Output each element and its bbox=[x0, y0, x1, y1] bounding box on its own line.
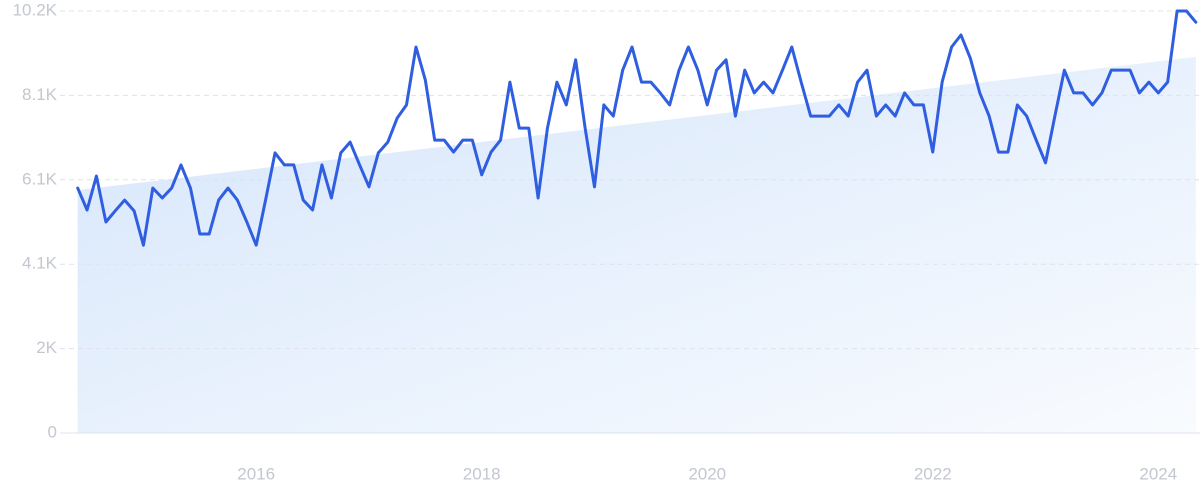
x-tick-label: 2018 bbox=[463, 464, 501, 483]
x-tick-label: 2016 bbox=[237, 464, 275, 483]
y-tick-label: 4.1K bbox=[22, 254, 58, 273]
x-tick-label: 2022 bbox=[914, 464, 952, 483]
series-line bbox=[76, 9, 1198, 247]
x-tick-label: 2020 bbox=[688, 464, 726, 483]
y-tick-label: 10.2K bbox=[13, 0, 58, 19]
y-tick-label: 6.1K bbox=[22, 169, 58, 188]
y-tick-label: 2K bbox=[36, 338, 57, 357]
y-tick-label: 8.1K bbox=[22, 85, 58, 104]
y-tick-label: 0 bbox=[48, 422, 57, 441]
trend-area bbox=[77, 56, 1196, 434]
x-tick-label: 2024 bbox=[1139, 464, 1177, 483]
